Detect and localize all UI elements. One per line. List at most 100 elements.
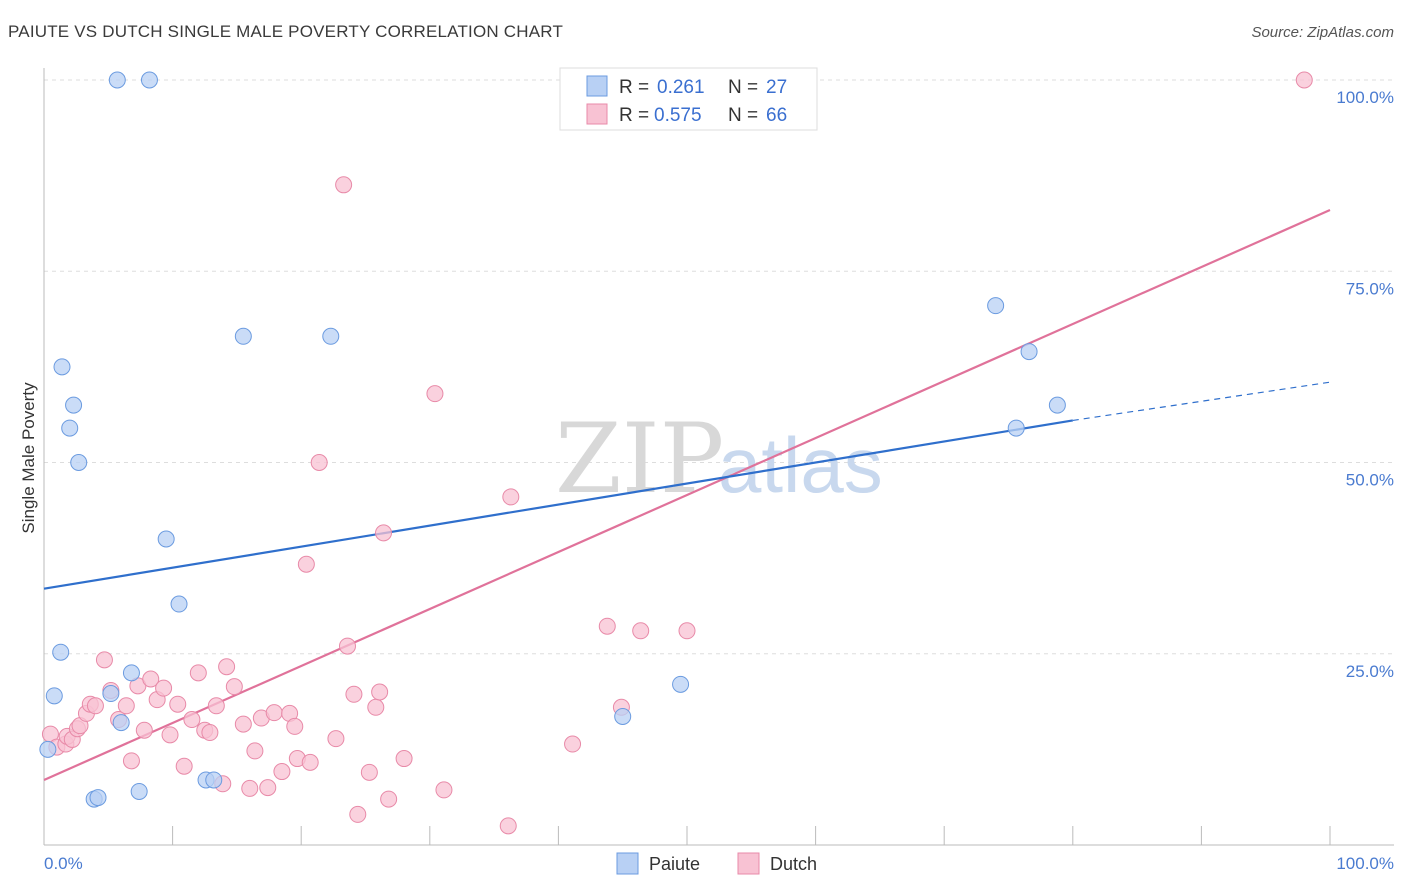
paiute-trend-extension xyxy=(1072,381,1331,422)
dutch-point xyxy=(122,752,140,770)
dutch-point xyxy=(207,697,225,715)
paiute-point xyxy=(52,643,70,661)
paiute-point xyxy=(45,687,63,705)
dutch-point xyxy=(169,695,187,713)
dutch-point xyxy=(189,664,207,682)
paiute-point xyxy=(234,327,252,345)
dutch-point xyxy=(225,678,243,696)
x-tick-label-max: 100.0% xyxy=(1336,854,1394,873)
y-tick-label: 25.0% xyxy=(1346,662,1394,681)
watermark: ZIP atlas xyxy=(555,403,883,515)
dutch-point xyxy=(367,698,385,716)
dutch-point xyxy=(632,622,650,640)
dutch-point xyxy=(564,735,582,753)
paiute-point xyxy=(672,675,690,693)
dutch-point xyxy=(435,781,453,799)
dutch-point xyxy=(175,757,193,775)
dutch-point xyxy=(246,742,264,760)
watermark-zip: ZIP xyxy=(555,403,724,515)
paiute-point xyxy=(157,530,175,548)
dutch-point xyxy=(183,711,201,729)
paiute-point xyxy=(987,297,1005,315)
dutch-point xyxy=(598,617,616,635)
bottom-legend-swatch-paiute xyxy=(616,852,639,875)
dutch-point xyxy=(142,670,160,688)
legend-r-label-dutch: R = xyxy=(619,105,649,126)
dutch-point xyxy=(301,753,319,771)
paiute-point xyxy=(53,358,71,376)
paiute-point xyxy=(65,396,83,414)
dutch-point xyxy=(117,697,135,715)
dutch-trend-line xyxy=(43,209,1331,781)
legend-r-label-paiute: R = xyxy=(619,77,649,98)
paiute-point xyxy=(1020,343,1038,361)
legend-r-value-dutch: 0.575 xyxy=(654,105,702,126)
paiute-point xyxy=(1048,396,1066,414)
paiute-point xyxy=(108,71,126,89)
paiute-point xyxy=(39,740,57,758)
dutch-point xyxy=(259,779,277,797)
dutch-point xyxy=(395,750,413,768)
paiute-point xyxy=(322,327,340,345)
y-tick-label: 75.0% xyxy=(1346,279,1394,298)
dutch-point xyxy=(371,683,389,701)
dutch-point xyxy=(349,805,367,823)
paiute-point xyxy=(614,707,632,725)
dutch-point xyxy=(335,176,353,194)
dutch-point xyxy=(310,454,328,471)
chart-title: PAIUTE VS DUTCH SINGLE MALE POVERTY CORR… xyxy=(8,22,564,41)
paiute-trend-line xyxy=(43,419,1073,590)
paiute-point xyxy=(89,789,107,807)
paiute-point xyxy=(170,595,188,613)
dutch-point xyxy=(86,697,104,715)
legend-n-label-paiute: N = xyxy=(728,77,758,98)
paiute-point xyxy=(130,782,148,800)
dutch-point xyxy=(380,790,398,808)
dutch-point xyxy=(375,524,393,542)
x-tick-label-min: 0.0% xyxy=(44,854,83,873)
paiute-points xyxy=(39,71,1066,808)
dutch-point xyxy=(201,724,219,742)
dutch-point xyxy=(297,555,315,573)
dutch-point xyxy=(426,385,444,403)
dutch-point xyxy=(360,763,378,781)
bottom-legend-swatch-dutch xyxy=(737,852,760,875)
source-label: Source: ZipAtlas.com xyxy=(1251,24,1394,41)
y-axis-label: Single Male Poverty xyxy=(19,382,38,534)
legend-n-value-dutch: 66 xyxy=(766,105,787,126)
paiute-point xyxy=(1007,419,1025,437)
paiute-point xyxy=(61,419,79,437)
legend-bottom: Paiute Dutch xyxy=(616,852,817,875)
dutch-point xyxy=(338,637,356,655)
legend-top: R = 0.261 N = 27 R = 0.575 N = 66 xyxy=(559,67,818,131)
legend-swatch-paiute xyxy=(586,75,608,97)
dutch-point xyxy=(327,730,345,748)
bottom-legend-label-paiute: Paiute xyxy=(649,854,700,874)
bottom-legend-label-dutch: Dutch xyxy=(770,854,817,874)
dutch-point xyxy=(155,679,173,697)
paiute-point xyxy=(70,454,88,471)
dutch-point xyxy=(234,715,252,733)
dutch-point xyxy=(265,704,283,722)
dutch-point xyxy=(1295,71,1313,89)
paiute-point xyxy=(122,664,140,682)
dutch-point xyxy=(218,658,236,676)
paiute-point xyxy=(102,685,120,703)
legend-n-value-paiute: 27 xyxy=(766,77,787,98)
dutch-point xyxy=(286,717,304,735)
paiute-point xyxy=(205,771,223,789)
grid-lines xyxy=(44,79,1394,655)
dutch-point xyxy=(345,685,363,703)
y-tick-label: 50.0% xyxy=(1346,471,1394,490)
dutch-point xyxy=(502,488,520,506)
axes xyxy=(43,68,1394,846)
dutch-point xyxy=(678,622,696,640)
paiute-point xyxy=(140,71,158,89)
legend-n-label-dutch: N = xyxy=(728,105,758,126)
y-tick-label: 100.0% xyxy=(1336,88,1394,107)
legend-swatch-dutch xyxy=(586,103,608,125)
dutch-point xyxy=(95,651,113,669)
dutch-points xyxy=(41,71,1313,835)
dutch-point xyxy=(499,817,517,835)
